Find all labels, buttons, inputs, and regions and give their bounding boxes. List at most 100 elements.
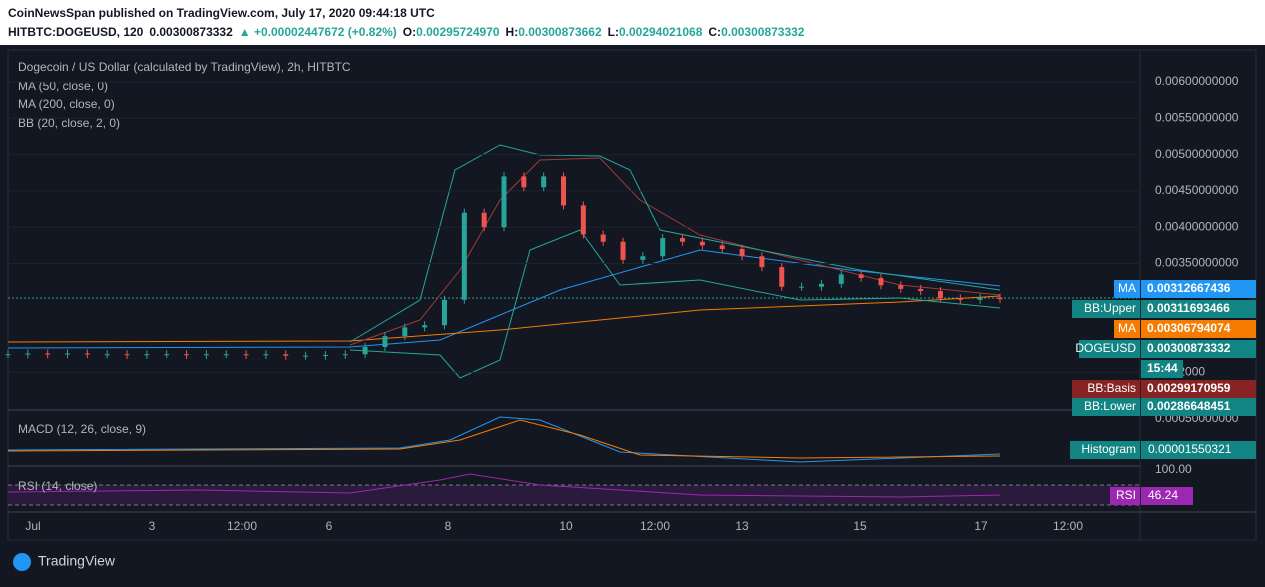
y-tick-label: 0.00350000000 [1155, 256, 1239, 270]
candle [422, 325, 428, 328]
logo [13, 553, 31, 571]
x-tick-label: 8 [445, 519, 452, 533]
candle [303, 355, 309, 357]
price-tag-name: BB:Lower [1084, 399, 1136, 413]
candle [561, 176, 567, 206]
candle [521, 176, 527, 188]
candle [818, 283, 824, 287]
candle [25, 353, 31, 355]
price-tag-name: DOGEUSD [1075, 341, 1136, 355]
legend-macd: MACD (12, 26, close, 9) [18, 422, 146, 436]
hist-value-bg [1141, 441, 1256, 459]
header-field: HITBTC:DOGEUSD, 120 [8, 25, 144, 39]
price-tag [1114, 280, 1140, 298]
rsi-tag [1110, 487, 1140, 505]
candle [898, 285, 904, 289]
footer: TradingView [38, 553, 116, 569]
candle [263, 354, 269, 356]
candle [184, 354, 190, 356]
candle [660, 238, 666, 257]
candle [680, 238, 686, 242]
candle [243, 354, 249, 356]
candle [144, 354, 150, 356]
price-tag-value: 0.00300873332 [1147, 341, 1231, 355]
candle [164, 354, 170, 356]
price-tag-value: 0.00312667436 [1147, 281, 1231, 295]
candle [779, 267, 785, 287]
candle [84, 353, 90, 355]
x-tick-label: 12:00 [1053, 519, 1083, 533]
candle [65, 353, 71, 355]
candle [977, 297, 983, 300]
candle [461, 212, 467, 300]
candle [957, 298, 963, 300]
candle [997, 297, 1003, 300]
price-tag [1072, 300, 1140, 318]
header-field: O: [403, 25, 416, 39]
candle [640, 256, 646, 260]
x-tick-label: 15 [853, 519, 867, 533]
header-value: 0.00300873332 [721, 25, 805, 39]
candle [937, 291, 943, 299]
candle [45, 353, 51, 355]
header-value: 0.00294021068 [619, 25, 703, 39]
rsi-tick: 100.00 [1155, 462, 1192, 476]
x-tick-label: 6 [326, 519, 333, 533]
header-field: L: [608, 25, 619, 39]
price-tag-name: MA [1118, 281, 1136, 295]
price-tag-value: 0.00311693466 [1147, 301, 1230, 315]
rsi-band [8, 485, 1140, 505]
price-tag-value: 0.00286648451 [1147, 399, 1231, 413]
header-field: 0.00300873332 [149, 25, 233, 39]
header-bg [0, 0, 1265, 45]
candle [481, 212, 487, 228]
candle [580, 205, 586, 235]
x-tick-label: 13 [735, 519, 749, 533]
price-tag-value: 0.00306794074 [1147, 321, 1231, 335]
candle [600, 234, 606, 242]
y-tick-label: 0.00500000000 [1155, 147, 1239, 161]
price-tag-name: BB:Upper [1084, 301, 1136, 315]
price-tag-value: 0.00299170959 [1147, 381, 1231, 395]
price-tag [1072, 380, 1140, 398]
header-field: H: [506, 25, 519, 39]
rsi-value: 46.24 [1148, 488, 1178, 502]
price-tag-bg [1141, 398, 1256, 416]
hist-value: 0.00001550321 [1148, 442, 1232, 456]
x-tick-label: 3 [149, 519, 156, 533]
candle [342, 354, 348, 356]
candle [878, 278, 884, 286]
hist-name: Histogram [1081, 442, 1136, 456]
signal-line [7, 419, 1001, 459]
x-tick-label: 10 [559, 519, 573, 533]
legend-bb: BB (20, close, 2, 0) [18, 116, 120, 130]
rsi-name: RSI [1116, 488, 1136, 502]
price-tag-value: 15:44 [1147, 361, 1178, 375]
candle [501, 176, 507, 228]
candle [382, 336, 388, 347]
legend-rsi: RSI (14, close) [18, 479, 97, 493]
candle [541, 176, 547, 188]
bb-lower [349, 229, 1001, 379]
candle [799, 286, 805, 288]
price-tag-name: MA [1118, 321, 1136, 335]
candle [620, 241, 626, 260]
macd-line [7, 416, 1001, 463]
candle [5, 354, 11, 356]
legend-ma50: MA (50, close, 0) [18, 79, 108, 93]
x-tick-label: 12:00 [227, 519, 257, 533]
candle [699, 241, 705, 246]
candle [759, 256, 765, 268]
header-field: C: [708, 25, 721, 39]
hist-tag [1070, 441, 1140, 459]
candle [719, 245, 725, 249]
candle [104, 354, 110, 356]
candle [402, 327, 408, 337]
candle [322, 354, 328, 356]
x-tick-label: 12:00 [640, 519, 670, 533]
legend-main: Dogecoin / US Dollar (calculated by Trad… [18, 60, 351, 74]
publisher: CoinNewsSpan published on TradingView.co… [8, 6, 435, 20]
price-tag-bg [1141, 360, 1183, 378]
bb-basis [349, 157, 1001, 346]
